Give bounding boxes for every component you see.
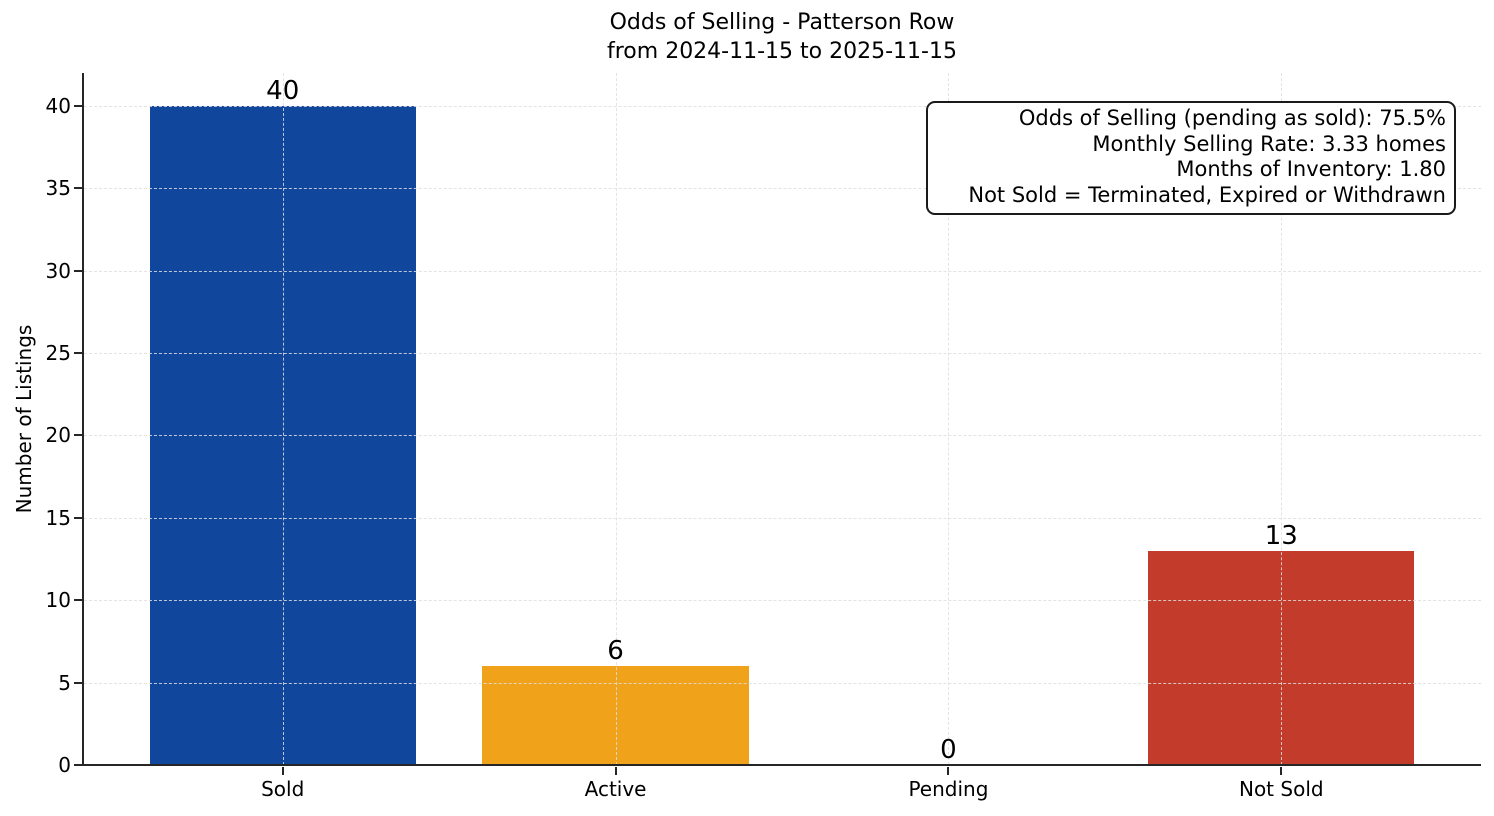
- v-gridline-not-sold: [1281, 73, 1283, 765]
- bar-value-label-not-sold: 13: [1264, 520, 1298, 551]
- y-tick-label-0: 0: [58, 753, 71, 777]
- h-gridline-15: [84, 517, 1481, 519]
- bar-value-label-pending: 0: [940, 735, 957, 765]
- h-gridline-20: [84, 435, 1481, 437]
- y-tick-label-40: 40: [45, 93, 71, 118]
- stats-annotation-box: Odds of Selling (pending as sold): 75.5%…: [926, 101, 1456, 215]
- x-tick-label-pending: Pending: [908, 777, 989, 801]
- bar-value-label-active: 6: [607, 636, 624, 667]
- x-tick-sold: [281, 767, 284, 775]
- h-gridline-35: [84, 188, 1481, 190]
- h-gridline-10: [84, 600, 1481, 602]
- y-tick-label-35: 35: [45, 176, 71, 201]
- y-tick-35: [74, 187, 82, 190]
- y-tick-5: [74, 681, 82, 684]
- chart-title: Odds of Selling - Patterson Row: [609, 10, 955, 35]
- annotation-months-of-inventory: Months of Inventory: 1.80: [1176, 157, 1446, 181]
- y-tick-20: [74, 434, 82, 437]
- y-tick-0: [74, 764, 82, 766]
- y-tick-label-30: 30: [45, 258, 71, 283]
- y-tick-label-20: 20: [45, 423, 71, 448]
- annotation-not-sold-definition: Not Sold = Terminated, Expired or Withdr…: [968, 182, 1446, 207]
- h-gridline-5: [84, 682, 1481, 684]
- y-tick-label-15: 15: [45, 505, 71, 530]
- v-gridline-pending: [948, 73, 950, 765]
- y-tick-label-25: 25: [45, 341, 71, 366]
- y-tick-15: [74, 516, 82, 519]
- x-tick-label-active: Active: [584, 777, 647, 801]
- y-tick-30: [74, 269, 82, 272]
- x-tick-not-sold: [1280, 767, 1283, 775]
- v-gridline-active: [615, 73, 617, 765]
- y-tick-40: [74, 104, 82, 107]
- h-gridline-25: [84, 353, 1481, 355]
- y-tick-label-5: 5: [58, 670, 71, 695]
- chart-header: Odds of Selling - Patterson Row from 202…: [83, 8, 1481, 66]
- x-tick-active: [614, 767, 617, 775]
- y-tick-label-10: 10: [45, 588, 71, 613]
- v-gridline-sold: [282, 73, 284, 765]
- chart-subtitle: from 2024-11-15 to 2025-11-15: [607, 39, 957, 64]
- h-gridline-40: [84, 105, 1481, 107]
- y-tick-25: [74, 352, 82, 355]
- x-axis-spine: [82, 764, 1481, 766]
- x-tick-pending: [947, 767, 950, 775]
- x-tick-label-sold: Sold: [261, 777, 305, 801]
- h-gridline-30: [84, 270, 1481, 272]
- x-tick-label-not-sold: Not Sold: [1238, 777, 1324, 801]
- y-axis-spine: [82, 73, 84, 766]
- annotation-odds-of-selling: Odds of Selling (pending as sold): 75.5%: [1018, 106, 1446, 130]
- y-tick-10: [74, 599, 82, 602]
- bar-value-label-sold: 40: [266, 75, 300, 106]
- annotation-monthly-selling-rate: Monthly Selling Rate: 3.33 homes: [1092, 131, 1446, 156]
